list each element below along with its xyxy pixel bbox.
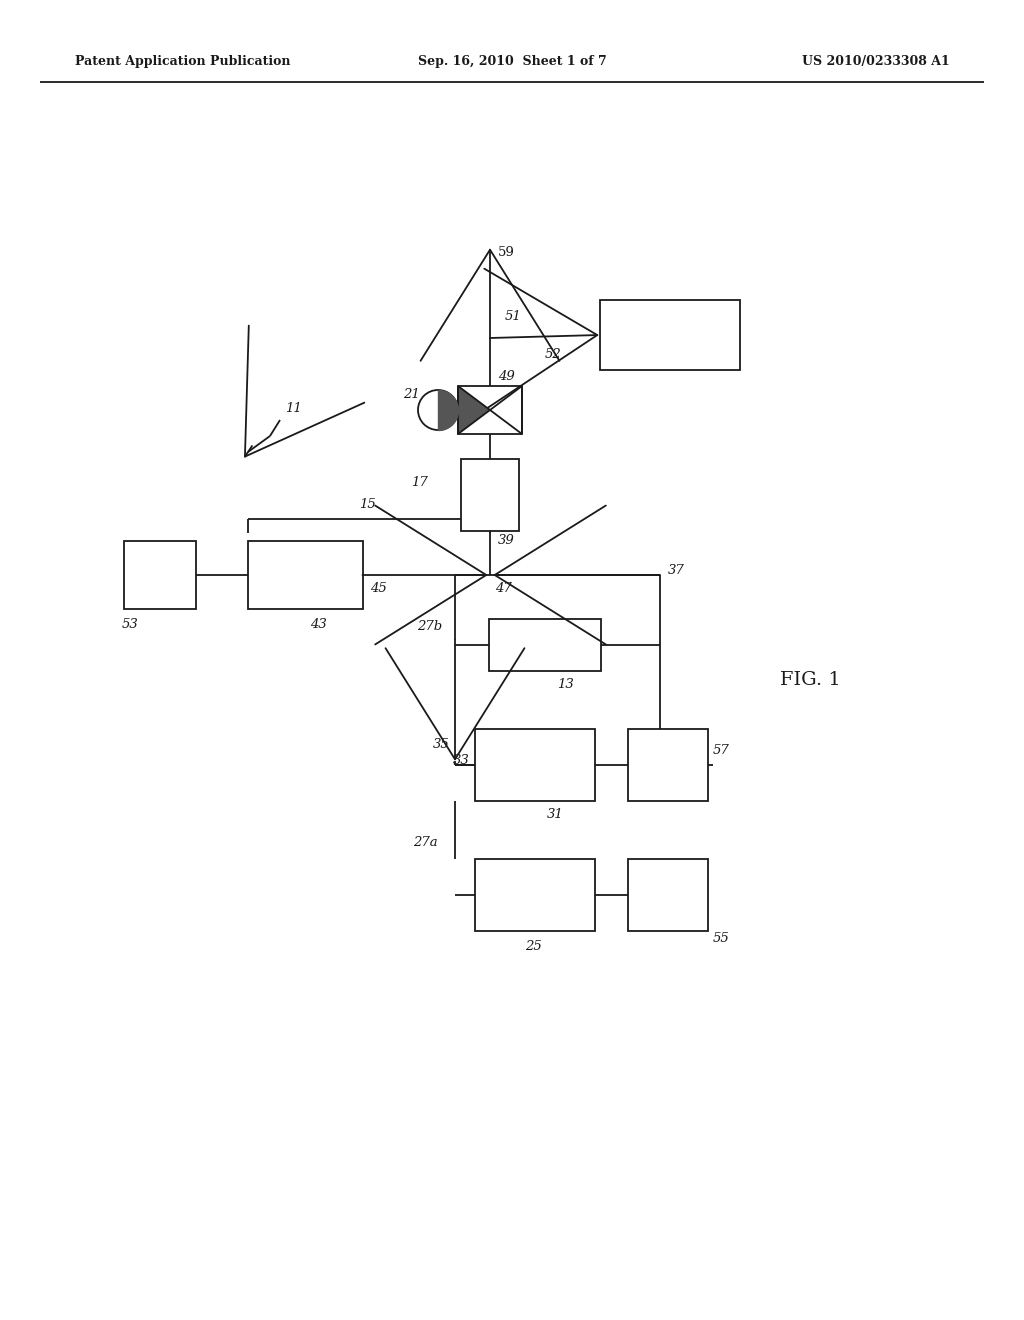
Text: 51: 51 <box>505 309 522 322</box>
Text: 35: 35 <box>433 738 450 751</box>
Text: 21: 21 <box>403 388 420 401</box>
Text: 55: 55 <box>713 932 730 945</box>
Text: 59: 59 <box>498 246 515 259</box>
Polygon shape <box>490 385 522 434</box>
Bar <box>489 619 601 671</box>
Circle shape <box>418 389 458 430</box>
Text: 49: 49 <box>498 371 515 384</box>
Text: Sep. 16, 2010  Sheet 1 of 7: Sep. 16, 2010 Sheet 1 of 7 <box>418 55 606 69</box>
Bar <box>628 859 708 931</box>
Bar <box>124 541 196 609</box>
Text: FIG. 1: FIG. 1 <box>780 671 841 689</box>
Text: Patent Application Publication: Patent Application Publication <box>75 55 291 69</box>
Text: 47: 47 <box>495 582 512 595</box>
Text: 27a: 27a <box>413 837 437 850</box>
Text: 45: 45 <box>371 582 387 595</box>
Text: 27b: 27b <box>417 620 442 634</box>
Bar <box>248 541 362 609</box>
Text: 15: 15 <box>358 499 376 511</box>
Text: 37: 37 <box>668 564 685 577</box>
Bar <box>628 729 708 801</box>
Text: 39: 39 <box>498 533 515 546</box>
Bar <box>461 459 519 531</box>
Text: 25: 25 <box>525 940 542 953</box>
Bar <box>600 300 740 370</box>
Text: 33: 33 <box>453 754 470 767</box>
Text: 17: 17 <box>411 477 428 490</box>
Text: US 2010/0233308 A1: US 2010/0233308 A1 <box>802 55 950 69</box>
Text: 52: 52 <box>545 348 562 362</box>
Text: 53: 53 <box>122 619 138 631</box>
Bar <box>475 859 595 931</box>
Text: 11: 11 <box>285 401 302 414</box>
Polygon shape <box>458 385 490 434</box>
Text: 57: 57 <box>713 743 730 756</box>
Text: 13: 13 <box>557 678 573 692</box>
Text: 31: 31 <box>547 808 564 821</box>
Bar <box>458 385 522 434</box>
Text: 43: 43 <box>310 619 327 631</box>
Bar <box>475 729 595 801</box>
